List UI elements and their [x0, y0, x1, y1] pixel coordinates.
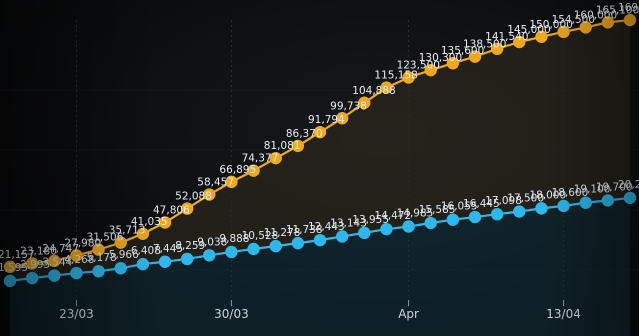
- point-blue: [623, 191, 637, 205]
- label-orange: 86,370: [286, 128, 323, 140]
- label-blue: 20,200: [618, 179, 639, 191]
- point-blue: [48, 269, 61, 282]
- label-orange: 41,035: [131, 216, 168, 228]
- label-orange: 52,088: [175, 191, 212, 203]
- label-orange: 99,738: [330, 100, 367, 112]
- point-blue: [3, 274, 17, 288]
- label-orange: 104,888: [352, 85, 395, 97]
- label-orange: 74,377: [242, 153, 279, 165]
- label-orange: 81,081: [264, 140, 301, 152]
- point-blue: [158, 255, 172, 268]
- label-orange: 169,500: [618, 2, 639, 14]
- point-blue: [557, 199, 570, 213]
- point-blue: [92, 265, 105, 278]
- x-tick-label: 13/04: [546, 307, 581, 321]
- point-blue: [601, 194, 615, 207]
- label-orange: 66,895: [219, 164, 256, 176]
- label-orange: 58,457: [197, 177, 234, 189]
- x-tick-label: Apr: [398, 307, 419, 321]
- point-blue: [70, 266, 83, 280]
- x-tick-label: 30/03: [214, 307, 249, 321]
- x-tick-label: 23/03: [59, 307, 94, 321]
- series-area: [10, 20, 630, 336]
- label-orange: 47,806: [153, 205, 190, 217]
- label-orange: 91,794: [308, 114, 345, 126]
